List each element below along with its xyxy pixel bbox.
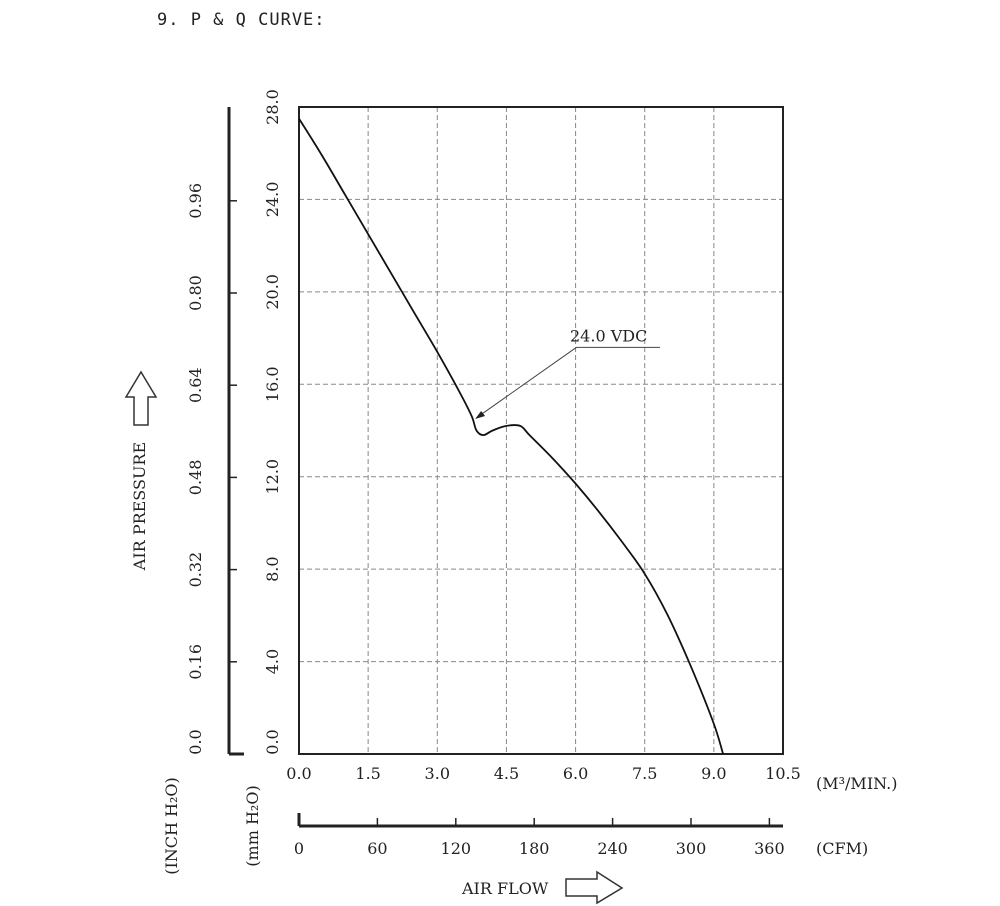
x-tick-label: 3.0 (425, 764, 450, 783)
x-tick-labels: 0.0 1.5 3.0 4.5 6.0 7.5 9.0 10.5 (286, 764, 801, 783)
y-axis-label: AIR PRESSURE (130, 442, 149, 571)
inch-tick-label: 0.32 (186, 552, 205, 588)
x-tick-label: 9.0 (701, 764, 726, 783)
inch-tick-label: 0.64 (186, 367, 205, 403)
x-unit-m3: (M³/MIN.) (816, 774, 897, 793)
inch-tick-label: 0.80 (186, 275, 205, 311)
callout-arrowhead (475, 410, 486, 419)
y-tick-label: 28.0 (263, 89, 282, 125)
cfm-tick-label: 240 (597, 839, 628, 858)
annotation-label: 24.0 VDC (570, 326, 647, 345)
right-arrow-icon (565, 870, 624, 905)
x-tick-label: 0.0 (286, 764, 311, 783)
y-tick-labels: 0.0 4.0 8.0 12.0 16.0 20.0 24.0 28.0 (263, 89, 282, 755)
y-tick-label: 8.0 (263, 556, 282, 581)
inch-tick-label: 0.96 (186, 183, 205, 219)
callout-leader (478, 346, 577, 417)
y-tick-label: 20.0 (263, 274, 282, 310)
x-axis-label: AIR FLOW (461, 879, 549, 898)
inch-tick-label: 0.0 (186, 729, 205, 754)
cfm-tick-label: 60 (367, 839, 387, 858)
plot-frame (298, 106, 784, 755)
grid (299, 107, 783, 754)
up-arrow-icon (124, 370, 158, 426)
chart-title: 9. P & Q CURVE: (157, 10, 326, 30)
y-tick-label: 24.0 (263, 182, 282, 218)
cfm-tick-label: 180 (519, 839, 550, 858)
x-tick-label: 10.5 (765, 764, 801, 783)
x-tick-label: 7.5 (632, 764, 657, 783)
x-tick-label: 1.5 (355, 764, 380, 783)
cfm-axis: 0 60 120 180 240 300 360 (294, 813, 785, 858)
cfm-tick-label: 0 (294, 839, 304, 858)
annotation-callout: 24.0 VDC (475, 326, 660, 419)
x-tick-label: 4.5 (494, 764, 519, 783)
y-unit-mm: (mm H₂O) (243, 785, 262, 866)
y-tick-label: 4.0 (263, 649, 282, 674)
y-tick-label: 0.0 (263, 729, 282, 754)
cfm-tick-label: 300 (676, 839, 707, 858)
cfm-tick-label: 120 (441, 839, 472, 858)
inch-axis: 0.0 0.16 0.32 0.48 0.64 0.80 0.96 (186, 107, 244, 756)
series-line-24vdc (298, 118, 724, 755)
y-tick-label: 16.0 (263, 366, 282, 402)
y-unit-inch: (INCH H₂O) (162, 777, 181, 875)
y-tick-label: 12.0 (263, 459, 282, 495)
cfm-tick-label: 360 (754, 839, 785, 858)
x-tick-label: 6.0 (563, 764, 588, 783)
x-unit-cfm: (CFM) (816, 839, 868, 858)
inch-tick-label: 0.16 (186, 644, 205, 680)
inch-tick-label: 0.48 (186, 460, 205, 496)
